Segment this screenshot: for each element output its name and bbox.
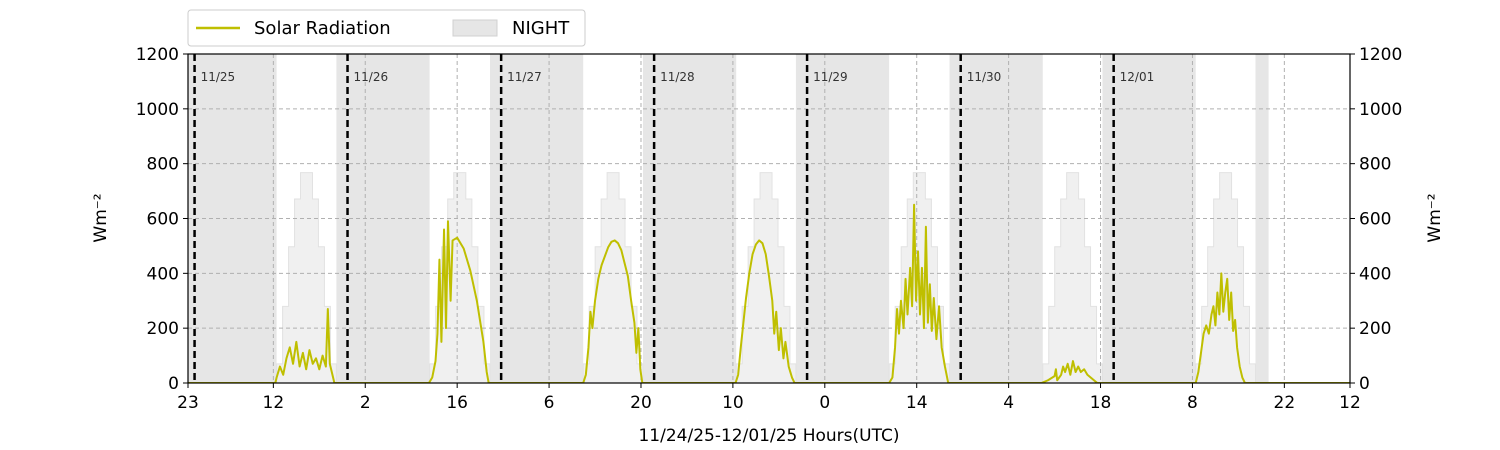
x-tick-label-6: 10 bbox=[722, 393, 744, 413]
legend-box bbox=[187, 9, 586, 47]
y-tick-label-left-2: 400 bbox=[147, 264, 179, 284]
y-tick-label-right-1: 200 bbox=[1359, 319, 1391, 339]
x-tick-label-3: 16 bbox=[446, 393, 468, 413]
day-marker-label-3: 11/28 bbox=[660, 70, 695, 84]
x-tick-label-4: 6 bbox=[544, 393, 555, 413]
x-tick-label-9: 4 bbox=[1003, 393, 1014, 413]
x-tick-label-2: 2 bbox=[360, 393, 371, 413]
plot-area: 11/25 11/26 11/27 11/28 11/29 11/30 12/01 bbox=[188, 54, 1350, 383]
y-tick-label-right-0: 0 bbox=[1359, 374, 1370, 394]
x-axis-title: 11/24/25-12/01/25 Hours(UTC) bbox=[638, 426, 899, 446]
legend-night-swatch bbox=[452, 19, 498, 37]
y-tick-label-right-2: 400 bbox=[1359, 264, 1391, 284]
plot-content bbox=[188, 54, 1350, 383]
y-tick-label-left-3: 600 bbox=[147, 210, 179, 230]
day-marker-label-4: 11/29 bbox=[813, 70, 848, 84]
clear-sky-envelope-6 bbox=[1195, 172, 1256, 383]
x-tick-label-12: 22 bbox=[1274, 393, 1296, 413]
y-tick-label-right-6: 1200 bbox=[1359, 45, 1402, 65]
x-tick-label-13: 12 bbox=[1339, 393, 1361, 413]
y-tick-label-left-4: 800 bbox=[147, 155, 179, 175]
day-marker-label-0: 11/25 bbox=[201, 70, 236, 84]
y-tick-label-left-0: 0 bbox=[168, 374, 179, 394]
x-tick-label-7: 0 bbox=[819, 393, 830, 413]
x-tick-label-10: 18 bbox=[1090, 393, 1112, 413]
y-axis-title-left: Wm⁻² bbox=[91, 193, 111, 242]
series-line-solar-radiation bbox=[188, 203, 1350, 383]
clear-sky-envelope-5 bbox=[1042, 172, 1103, 383]
y-tick-label-left-6: 1200 bbox=[136, 45, 179, 65]
y-axis-title-right: Wm⁻² bbox=[1425, 193, 1445, 242]
x-tick-label-5: 20 bbox=[630, 393, 652, 413]
clear-sky-envelope-0 bbox=[276, 172, 337, 383]
y-tick-label-left-1: 200 bbox=[147, 319, 179, 339]
y-tick-label-right-4: 800 bbox=[1359, 155, 1391, 175]
clear-sky-envelope-2 bbox=[582, 172, 644, 383]
x-tick-label-8: 14 bbox=[906, 393, 928, 413]
day-marker-label-2: 11/27 bbox=[507, 70, 542, 84]
y-tick-label-right-5: 1000 bbox=[1359, 100, 1402, 120]
day-marker-label-5: 11/30 bbox=[967, 70, 1002, 84]
legend-night-label: NIGHT bbox=[512, 18, 570, 39]
day-marker-label-6: 12/01 bbox=[1120, 70, 1155, 84]
legend-solar-label: Solar Radiation bbox=[254, 18, 391, 39]
y-tick-label-right-3: 600 bbox=[1359, 210, 1391, 230]
x-tick-label-11: 8 bbox=[1187, 393, 1198, 413]
legend: Solar Radiation NIGHT bbox=[187, 9, 586, 47]
x-tick-label-0: 23 bbox=[177, 393, 199, 413]
day-marker-label-1: 11/26 bbox=[354, 70, 389, 84]
y-tick-label-left-5: 1000 bbox=[136, 100, 179, 120]
x-tick-label-1: 12 bbox=[263, 393, 285, 413]
